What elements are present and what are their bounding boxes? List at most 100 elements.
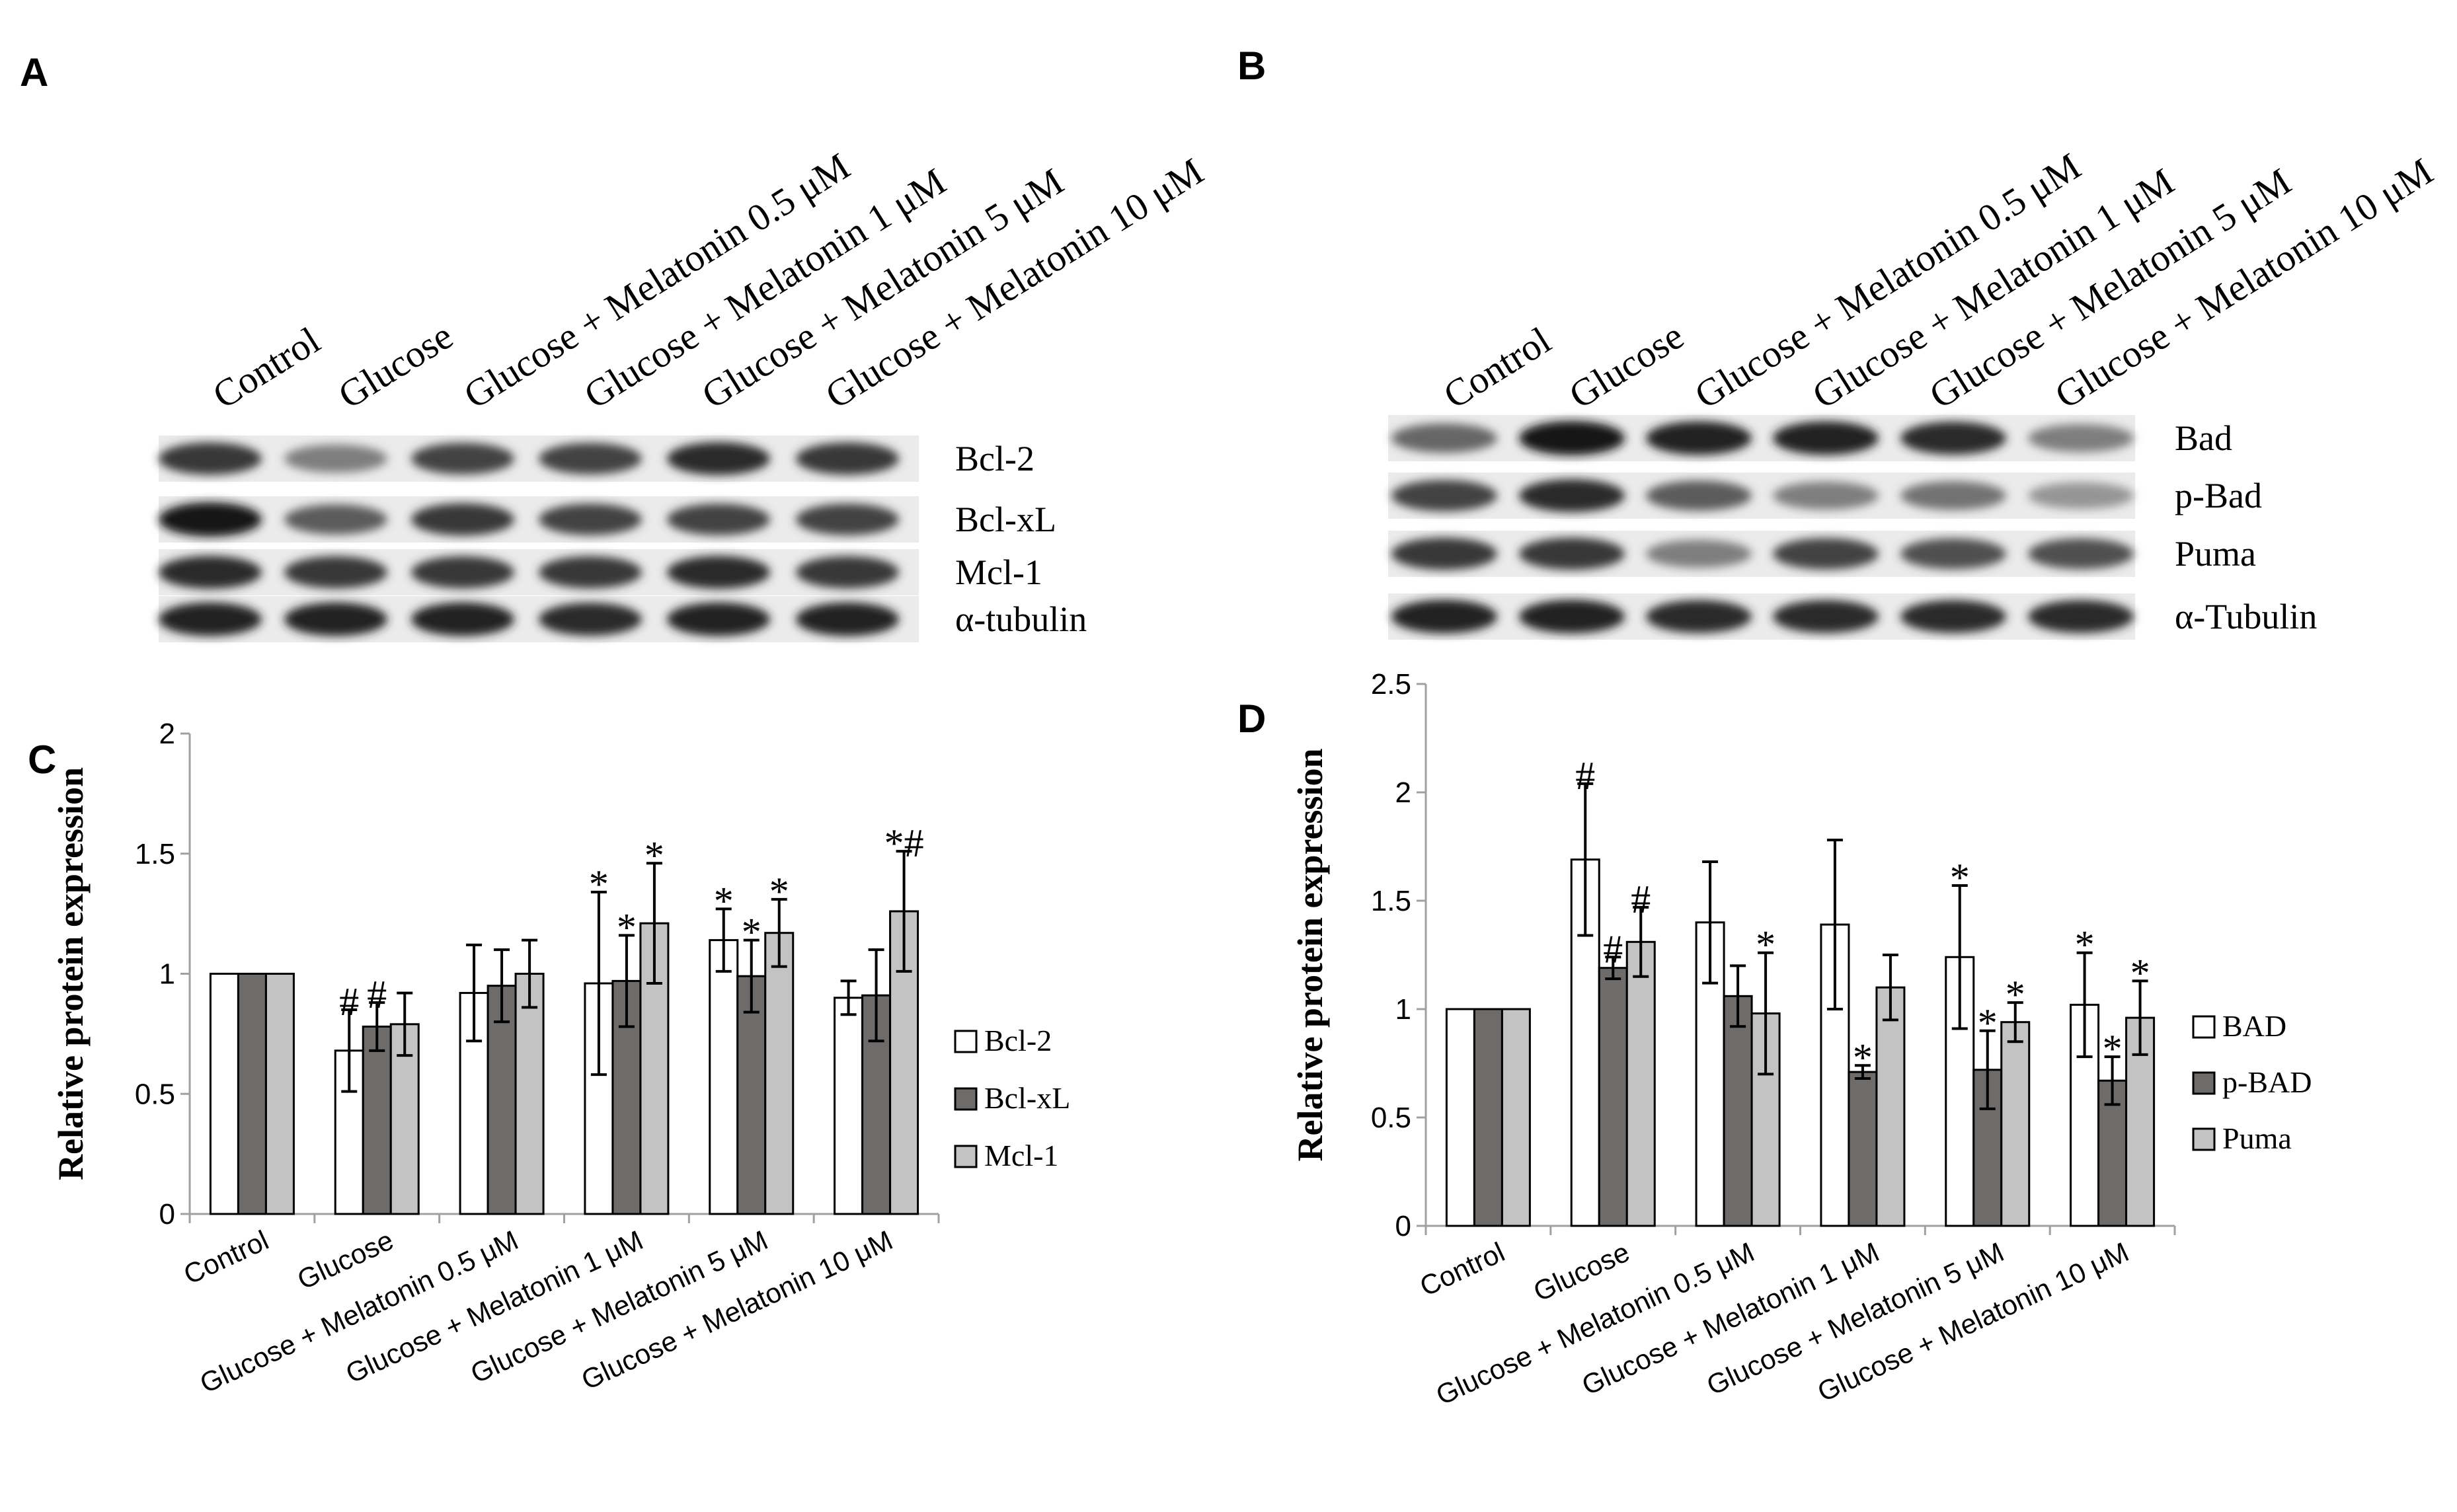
panel-letter-d: D — [1237, 697, 1266, 741]
bar — [1848, 1071, 1878, 1227]
blot-band — [539, 556, 642, 589]
blot-band — [1391, 480, 1497, 511]
blot-band — [667, 556, 770, 589]
y-tick-label: 0.5 — [135, 1078, 175, 1110]
blot-band — [667, 442, 770, 475]
legend-swatch — [2192, 1015, 2216, 1039]
blot-band — [1519, 421, 1625, 455]
bar — [362, 1025, 392, 1215]
significance-marker: * — [2006, 973, 2025, 1016]
blot-band — [1773, 538, 1879, 570]
x-category-label: Control — [1415, 1236, 1510, 1303]
significance-marker: *# — [884, 821, 924, 865]
significance-marker: * — [617, 905, 637, 949]
blot-row-label: Puma — [2175, 534, 2256, 574]
blot-band — [796, 602, 899, 636]
y-tick-label: 2 — [1395, 776, 1411, 809]
lane-label: Glucose — [1561, 314, 1691, 417]
blot-band — [796, 556, 899, 589]
blot-row-label: Bcl-2 — [955, 439, 1034, 478]
blot-band — [1900, 422, 2006, 455]
legend-swatch — [954, 1030, 978, 1053]
y-tick-label: 0 — [1395, 1210, 1411, 1242]
bar — [1625, 940, 1656, 1227]
blot-band — [1391, 423, 1497, 453]
significance-marker: * — [769, 870, 789, 913]
blot-row-label: Bad — [2175, 418, 2232, 458]
significance-marker: # — [1631, 878, 1651, 921]
y-tick-label: 1.5 — [135, 838, 175, 870]
blot-band — [1900, 481, 2006, 510]
bar — [264, 973, 295, 1215]
legend-swatch — [954, 1145, 978, 1168]
significance-marker: # — [339, 980, 359, 1024]
bar — [2000, 1021, 2031, 1227]
bar — [709, 939, 739, 1215]
significance-marker: * — [2075, 923, 2095, 967]
significance-marker: # — [1575, 754, 1595, 798]
blot-strip — [1388, 415, 2135, 461]
blot-row-label: Bcl-xL — [955, 500, 1056, 539]
lane-label: Control — [205, 319, 327, 417]
bar — [834, 997, 864, 1215]
y-tick-label: 2 — [159, 718, 175, 750]
blot-band — [159, 502, 262, 537]
y-tick-label: 2.5 — [1371, 668, 1411, 700]
legend-swatch — [954, 1087, 978, 1111]
bar — [1598, 967, 1628, 1227]
blot-band — [1900, 538, 2006, 570]
blot-band — [411, 556, 514, 589]
blot-band — [1519, 599, 1625, 634]
blot-band — [284, 556, 387, 589]
bar — [764, 932, 795, 1215]
blot-band — [1519, 537, 1625, 570]
blot-band — [2028, 538, 2134, 570]
blot-band — [1646, 600, 1752, 633]
y-tick-label: 1 — [159, 958, 175, 991]
blot-row-label: α-tubulin — [955, 599, 1087, 639]
y-tick-label: 0.5 — [1371, 1102, 1411, 1134]
significance-marker: * — [1756, 923, 1775, 967]
y-axis-label: Relative protein expression — [51, 767, 91, 1180]
blot-band — [284, 602, 387, 636]
y-axis-label: Relative protein expression — [1290, 749, 1330, 1162]
bar — [1473, 1008, 1503, 1227]
blot-band — [411, 503, 514, 536]
blot-strip — [1388, 472, 2135, 519]
blot-band — [284, 504, 387, 535]
blot-band — [159, 442, 262, 475]
bar — [889, 910, 919, 1215]
significance-marker: * — [589, 862, 609, 906]
bar-chart-c: 0 0.5 1 1.5 2 Relative protein expression Cont… — [51, 718, 1070, 1399]
blot-band — [1773, 421, 1879, 455]
bar — [1723, 995, 1753, 1227]
blot-band — [539, 504, 642, 535]
blot-band — [411, 602, 514, 636]
blot-band — [796, 504, 899, 535]
legend-label: BAD — [2222, 1009, 2286, 1043]
blot-band — [1900, 600, 2006, 633]
bar-chart-d: 0 0.5 1 1.5 2 2.5 Relative protein expression C… — [1290, 668, 2312, 1411]
blot-band — [539, 443, 642, 474]
significance-marker: * — [1978, 1001, 1998, 1045]
blot-band — [411, 443, 514, 474]
significance-marker: # — [1603, 927, 1623, 971]
y-tick-label: 0 — [159, 1198, 175, 1230]
lane-label: Control — [1436, 319, 1558, 417]
blot-band — [796, 442, 899, 475]
panel-letter-a: A — [20, 50, 48, 94]
significance-marker: * — [1950, 856, 1970, 899]
bar — [1875, 986, 1906, 1227]
blot-band — [1773, 481, 1879, 510]
bar — [209, 973, 239, 1215]
blot-band — [2028, 424, 2134, 453]
blot-band — [1391, 599, 1497, 634]
x-category-label: Control — [179, 1225, 274, 1291]
blot-band — [1646, 539, 1752, 568]
blot-row-label: Mcl-1 — [955, 552, 1042, 592]
significance-marker: * — [2130, 951, 2150, 995]
blot-band — [539, 603, 642, 636]
bar — [237, 973, 267, 1215]
